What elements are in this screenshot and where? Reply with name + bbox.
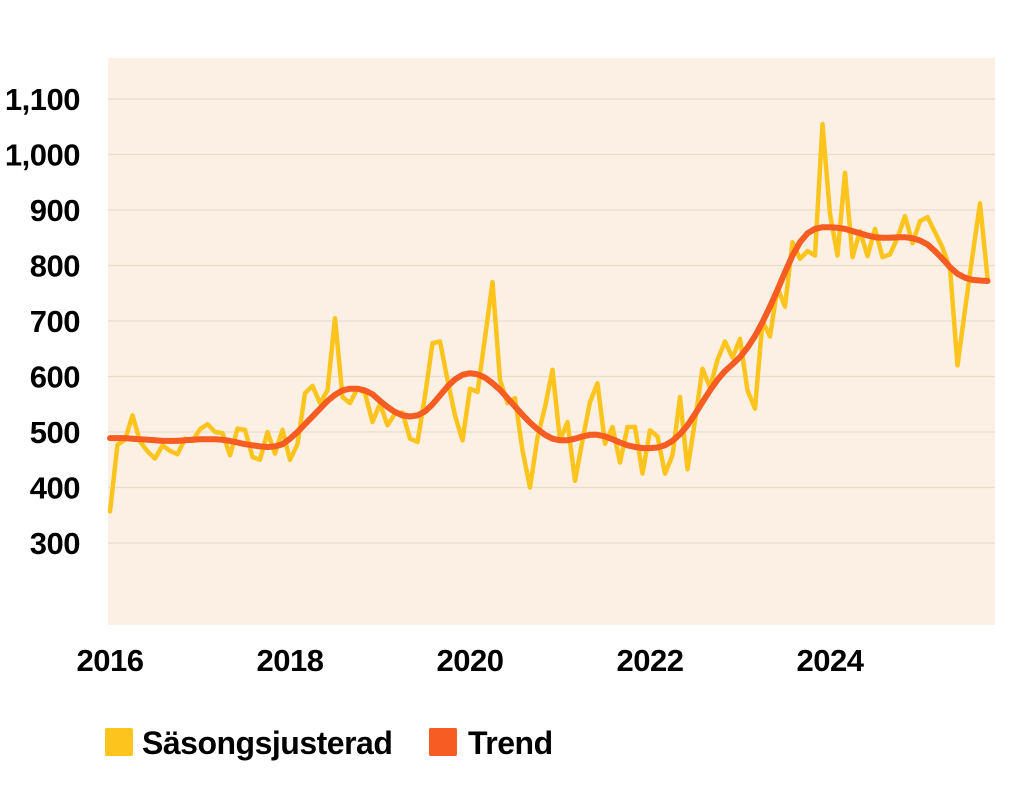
y-axis: 300 400 500 600 700 800 900 1,000 1,100 [5,82,81,561]
plot-area [108,58,995,625]
x-tick-label: 2016 [77,643,144,678]
x-axis: 2016 2018 2020 2022 2024 [77,643,866,678]
y-tick-label: 1,100 [5,82,80,117]
y-tick-label: 600 [30,360,80,395]
grid-layer [108,98,995,544]
y-tick-label: 500 [30,415,80,450]
y-tick-label: 400 [30,471,80,506]
series-layer [107,121,991,514]
y-tick-label: 800 [30,249,80,284]
x-tick-label: 2020 [437,643,504,678]
legend-swatch-trend [429,728,457,756]
legend-swatch-sasongsjusterad [105,728,133,756]
y-tick-label: 900 [30,193,80,228]
legend-label-sasongsjusterad[interactable]: Säsongsjusterad [142,725,393,761]
y-tick-label: 300 [30,526,80,561]
x-tick-label: 2024 [797,643,865,678]
y-tick-label: 700 [30,304,80,339]
legend: Säsongsjusterad Trend [105,725,553,761]
series-line-trend [107,224,991,452]
legend-label-trend[interactable]: Trend [468,725,553,761]
y-tick-label: 1,000 [5,138,80,173]
x-tick-label: 2022 [617,643,684,678]
series-line-sasongsjusterad [107,121,990,514]
x-tick-label: 2018 [257,643,324,678]
